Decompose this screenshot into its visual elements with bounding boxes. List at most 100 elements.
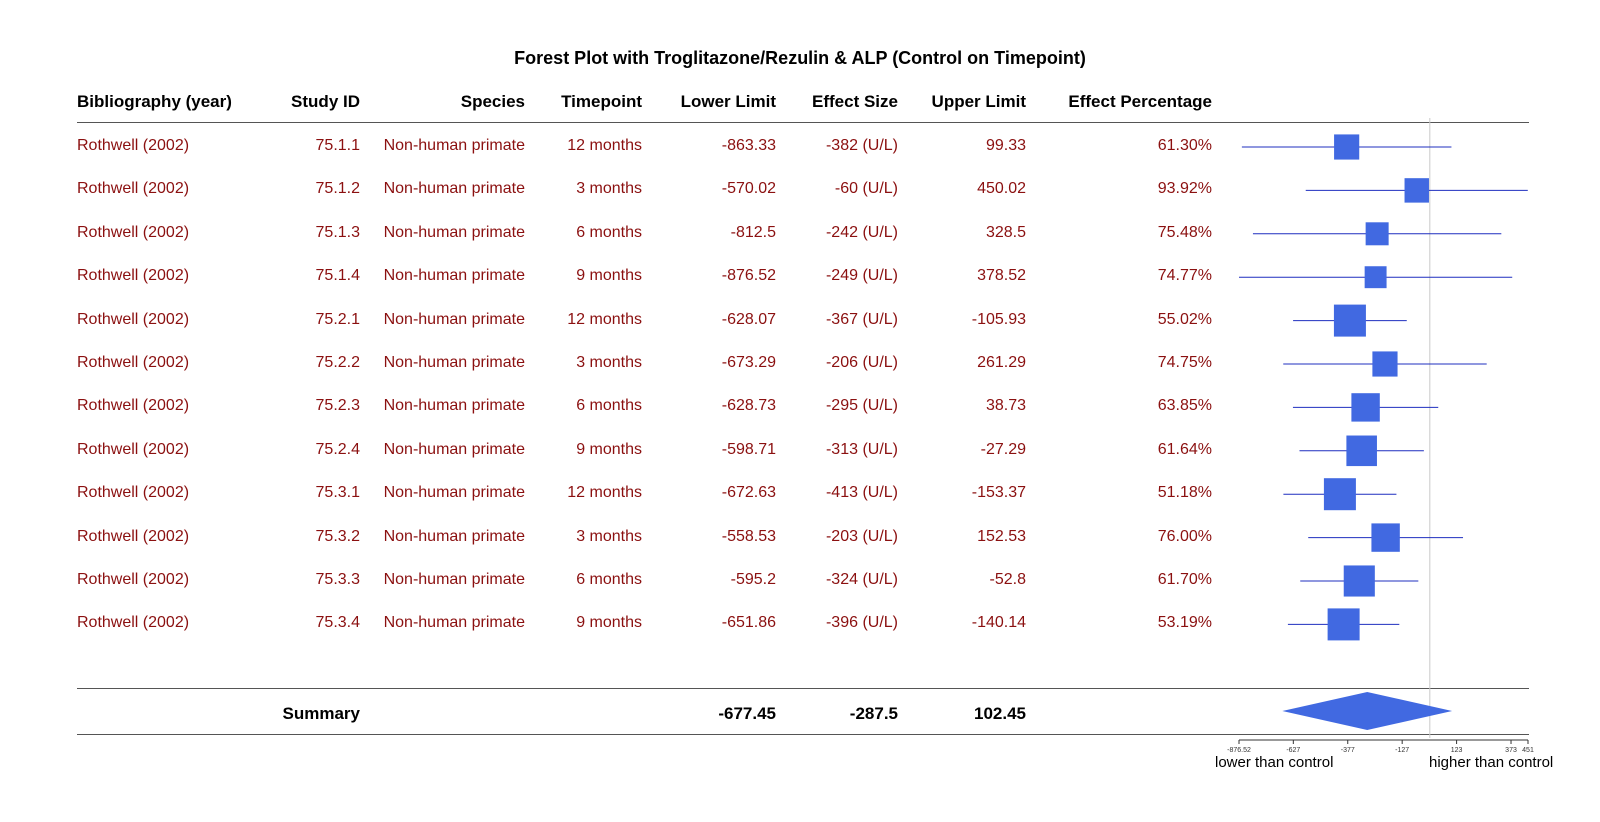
row-6-species: Non-human primate	[383, 354, 525, 371]
row-7-bib: Rothwell (2002)	[77, 397, 190, 415]
row-9-bib: Rothwell (2002)	[77, 484, 190, 502]
row-10-lower: -558.53	[721, 527, 776, 545]
row-2-bib: Rothwell (2002)	[77, 180, 190, 198]
row-5-study-id: 75.2.1	[315, 310, 360, 328]
row-10-bib: Rothwell (2002)	[77, 527, 190, 545]
row-12-upper: -140.14	[971, 614, 1026, 632]
row-6-bib: Rothwell (2002)	[77, 354, 190, 371]
row-4-effect: -249 (U/L)	[825, 267, 898, 285]
row-7-study-id: 75.2.3	[315, 397, 360, 415]
header-effect-percentage: Effect Percentage	[1068, 92, 1212, 111]
x-tick-label-1: -876.52	[1227, 747, 1251, 754]
row-8-bib: Rothwell (2002)	[77, 440, 190, 458]
summary-label: Summary	[282, 704, 360, 723]
effect-marker-row-1	[1334, 134, 1360, 160]
row-4-timepoint: 9 months	[576, 267, 642, 285]
row-1-species: Non-human primate	[383, 137, 525, 154]
row-2-study-id: 75.1.2	[315, 180, 360, 198]
chart-title: Forest Plot with Troglitazone/Rezulin & …	[514, 48, 1086, 68]
row-2-effect: -60 (U/L)	[834, 180, 898, 198]
row-8-pct: 61.64%	[1157, 440, 1212, 458]
x-tick-label-4: -127	[1395, 747, 1409, 754]
summary-bottom-rule	[77, 734, 1529, 735]
row-3-lower: -812.5	[730, 223, 776, 241]
header-bibliography: Bibliography (year)	[77, 92, 232, 111]
row-11-effect: -324 (U/L)	[825, 571, 898, 588]
row-7-lower: -628.73	[721, 397, 776, 415]
row-9-effect: -413 (U/L)	[825, 484, 898, 502]
row-5-upper: -105.93	[971, 310, 1026, 328]
row-3-species: Non-human primate	[383, 223, 525, 241]
effect-marker-row-10	[1371, 523, 1400, 552]
row-6-lower: -673.29	[721, 354, 776, 371]
row-1-pct: 61.30%	[1157, 137, 1212, 154]
summary-lower: -677.45	[718, 704, 776, 723]
row-5-effect: -367 (U/L)	[825, 310, 898, 328]
row-8-effect: -313 (U/L)	[825, 440, 898, 458]
row-4-lower: -876.52	[721, 267, 776, 285]
right-direction-label: higher than control	[1429, 754, 1554, 771]
header-species: Species	[460, 92, 525, 111]
effect-marker-row-7	[1351, 393, 1380, 422]
row-11-study-id: 75.3.3	[315, 571, 360, 588]
row-7-timepoint: 6 months	[576, 397, 642, 415]
row-6-upper: 261.29	[977, 354, 1026, 371]
row-1-bib: Rothwell (2002)	[77, 137, 190, 154]
row-5-bib: Rothwell (2002)	[77, 310, 190, 328]
row-4-upper: 378.52	[977, 267, 1026, 285]
row-3-upper: 328.5	[985, 223, 1026, 241]
row-10-upper: 152.53	[977, 527, 1026, 545]
row-11-pct: 61.70%	[1157, 571, 1212, 588]
row-12-timepoint: 9 months	[576, 614, 642, 632]
row-2-timepoint: 3 months	[576, 180, 642, 198]
row-9-timepoint: 12 months	[567, 484, 642, 502]
row-5-pct: 55.02%	[1157, 310, 1212, 328]
row-12-bib: Rothwell (2002)	[77, 614, 190, 632]
left-direction-label: lower than control	[1215, 754, 1334, 771]
row-10-timepoint: 3 months	[576, 527, 642, 545]
x-tick-label-2: -627	[1286, 747, 1300, 754]
row-2-upper: 450.02	[977, 180, 1026, 198]
summary-diamond	[1282, 692, 1453, 730]
effect-marker-row-3	[1365, 222, 1389, 246]
row-11-upper: -52.8	[989, 571, 1026, 588]
row-6-pct: 74.75%	[1157, 354, 1212, 371]
row-1-lower: -863.33	[721, 137, 776, 154]
row-1-effect: -382 (U/L)	[825, 137, 898, 154]
row-9-pct: 51.18%	[1157, 484, 1212, 502]
row-7-upper: 38.73	[985, 397, 1026, 415]
row-12-study-id: 75.3.4	[315, 614, 360, 632]
row-8-study-id: 75.2.4	[315, 440, 360, 458]
row-11-lower: -595.2	[730, 571, 776, 588]
row-3-timepoint: 6 months	[576, 223, 642, 241]
effect-marker-row-6	[1372, 351, 1398, 377]
effect-marker-row-5	[1333, 304, 1366, 337]
row-3-study-id: 75.1.3	[315, 223, 360, 241]
row-5-timepoint: 12 months	[567, 310, 642, 328]
row-6-effect: -206 (U/L)	[825, 354, 898, 371]
row-12-species: Non-human primate	[383, 614, 525, 632]
row-8-timepoint: 9 months	[576, 440, 642, 458]
header-timepoint: Timepoint	[561, 92, 642, 111]
row-2-lower: -570.02	[721, 180, 776, 198]
row-9-upper: -153.37	[971, 484, 1026, 502]
header-study-id: Study ID	[291, 92, 360, 111]
summary-effect: -287.5	[849, 704, 898, 723]
row-3-pct: 75.48%	[1157, 223, 1212, 241]
row-6-timepoint: 3 months	[576, 354, 642, 371]
row-4-study-id: 75.1.4	[315, 267, 360, 285]
row-2-pct: 93.92%	[1157, 180, 1212, 198]
row-3-bib: Rothwell (2002)	[77, 223, 190, 241]
row-1-study-id: 75.1.1	[315, 137, 360, 154]
row-10-effect: -203 (U/L)	[825, 527, 898, 545]
header-effect-size: Effect Size	[812, 92, 898, 111]
header-lower-limit: Lower Limit	[680, 92, 776, 111]
row-7-effect: -295 (U/L)	[825, 397, 898, 415]
row-6-study-id: 75.2.2	[315, 354, 360, 371]
row-9-study-id: 75.3.1	[315, 484, 360, 502]
header-rule	[77, 122, 1529, 123]
effect-marker-row-12	[1327, 608, 1360, 641]
row-11-timepoint: 6 months	[576, 571, 642, 588]
